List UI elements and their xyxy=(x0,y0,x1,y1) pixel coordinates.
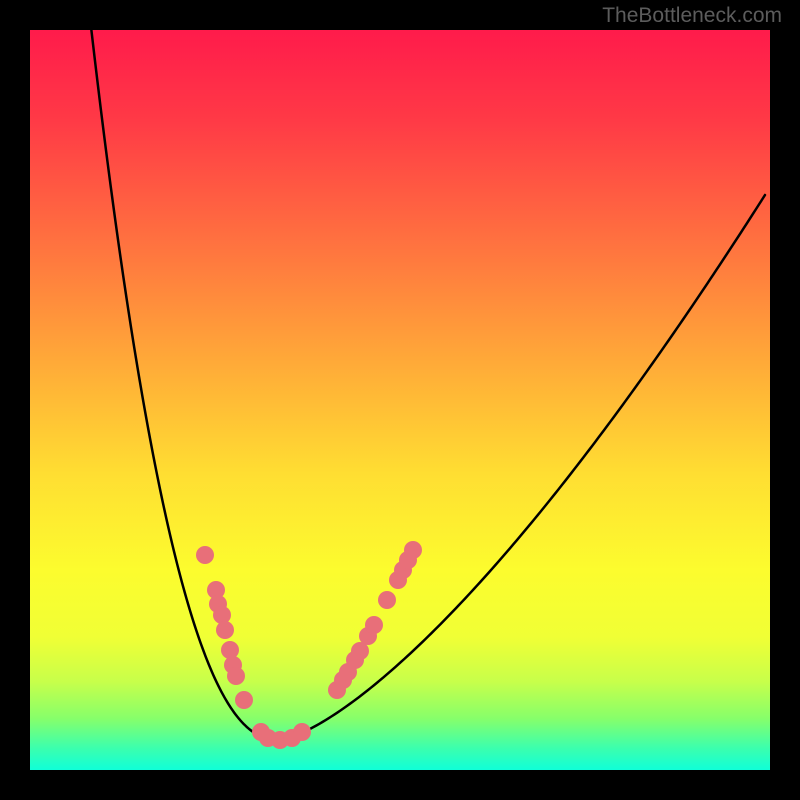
scatter-point xyxy=(196,546,214,564)
scatter-point xyxy=(293,723,311,741)
scatter-point xyxy=(216,621,234,639)
scatter-point xyxy=(227,667,245,685)
scatter-point xyxy=(221,641,239,659)
scatter-point xyxy=(365,616,383,634)
bottleneck-chart xyxy=(0,0,800,800)
watermark-text: TheBottleneck.com xyxy=(602,4,782,28)
scatter-point xyxy=(404,541,422,559)
chart-container xyxy=(0,0,800,800)
scatter-point xyxy=(235,691,253,709)
plot-area xyxy=(30,30,770,770)
scatter-point xyxy=(213,606,231,624)
scatter-point xyxy=(378,591,396,609)
